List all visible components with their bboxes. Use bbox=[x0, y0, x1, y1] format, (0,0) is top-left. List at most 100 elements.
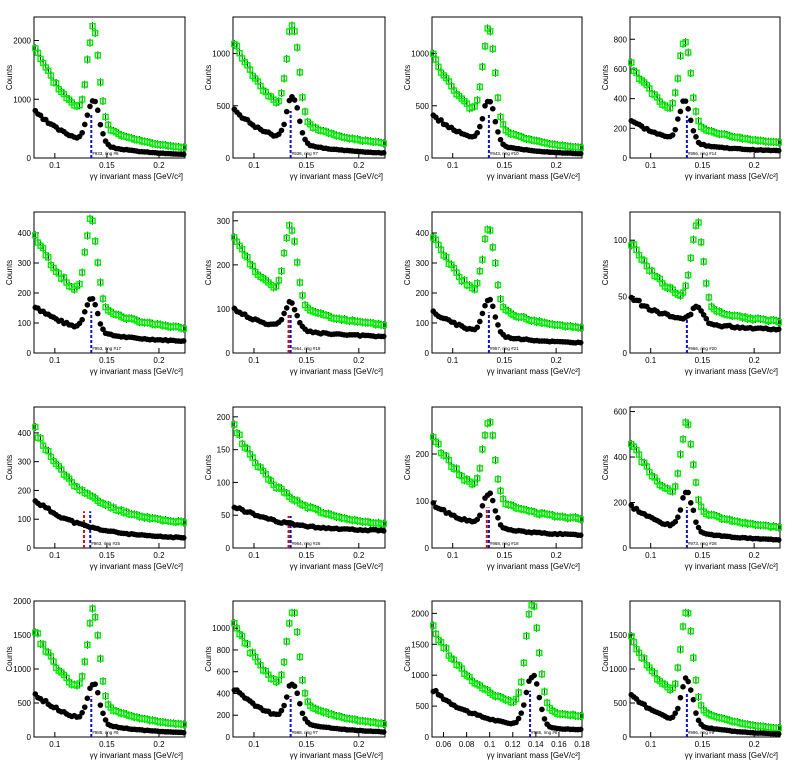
black-point bbox=[430, 500, 437, 506]
green-point bbox=[628, 59, 635, 66]
x-tick-label: 0.16 bbox=[551, 740, 567, 749]
y-tick-label: 2000 bbox=[13, 597, 31, 606]
annotation-label: #954, ring #19 bbox=[292, 346, 321, 351]
green-point bbox=[32, 232, 39, 239]
x-tick-label: 0.1 bbox=[248, 551, 260, 560]
black-point bbox=[536, 694, 543, 701]
green-point bbox=[244, 640, 251, 648]
y-tick-label: 400 bbox=[416, 229, 430, 238]
black-point bbox=[531, 672, 537, 679]
plot-frame bbox=[629, 406, 781, 549]
black-point bbox=[479, 503, 486, 509]
black-point bbox=[81, 704, 88, 710]
green-point bbox=[380, 321, 387, 329]
green-point bbox=[672, 89, 679, 96]
y-tick-label: 100 bbox=[614, 236, 628, 245]
green-point bbox=[687, 627, 694, 635]
green-point bbox=[695, 693, 702, 701]
green-point bbox=[695, 117, 702, 125]
black-point bbox=[477, 512, 483, 519]
black-point bbox=[685, 106, 691, 112]
black-point bbox=[281, 702, 287, 709]
green-point bbox=[651, 670, 658, 677]
y-tick-label: 200 bbox=[217, 261, 231, 270]
green-point bbox=[238, 632, 246, 640]
x-tick-label: 0.15 bbox=[299, 551, 315, 560]
y-axis-label: Counts bbox=[403, 260, 412, 285]
black-point bbox=[682, 98, 689, 104]
black-point bbox=[680, 684, 686, 690]
y-axis-label: Counts bbox=[601, 65, 610, 90]
black-point bbox=[380, 729, 387, 735]
panel-2: 0 500 1000 0.1 0.15 0.2 γγ invariant mass [GeV… bbox=[204, 16, 387, 181]
green-point bbox=[291, 28, 298, 35]
x-tick-label: 0.2 bbox=[551, 356, 563, 365]
black-point bbox=[100, 131, 106, 137]
black-point bbox=[102, 717, 109, 723]
black-point bbox=[497, 136, 504, 143]
y-tick-label: 0 bbox=[425, 733, 430, 742]
y-tick-label: 1000 bbox=[13, 95, 31, 104]
x-tick-label: 0.15 bbox=[695, 161, 711, 170]
annotation-label: #957, ring #21 bbox=[490, 346, 519, 351]
green-point bbox=[672, 680, 679, 688]
green-point bbox=[443, 644, 450, 652]
green-point bbox=[486, 28, 494, 35]
black-point bbox=[97, 321, 104, 327]
y-tick-label: 500 bbox=[614, 699, 628, 708]
panel-9: 0 100 200 300 400 0.1 0.15 0.2 γγ invariant mass… bbox=[5, 406, 187, 571]
black-point bbox=[79, 316, 85, 323]
green-point bbox=[533, 624, 540, 632]
black-point bbox=[539, 706, 545, 713]
green-point bbox=[296, 653, 304, 661]
x-tick-label: 0.15 bbox=[99, 356, 115, 365]
black-point bbox=[687, 687, 694, 693]
black-point bbox=[380, 150, 387, 156]
y-axis-label: Counts bbox=[403, 65, 412, 90]
black-point bbox=[690, 127, 697, 134]
y-tick-label: 100 bbox=[416, 497, 430, 506]
green-point bbox=[283, 234, 290, 242]
green-point bbox=[497, 487, 504, 494]
y-tick-label: 200 bbox=[614, 499, 628, 508]
y-tick-label: 0 bbox=[226, 349, 231, 358]
black-point bbox=[474, 516, 481, 523]
green-point bbox=[481, 432, 489, 439]
green-point bbox=[299, 677, 306, 684]
y-tick-label: 2000 bbox=[13, 37, 31, 46]
black-point bbox=[281, 310, 287, 317]
black-point bbox=[489, 105, 496, 112]
green-point bbox=[39, 244, 47, 252]
green-point bbox=[497, 295, 504, 303]
green-point bbox=[684, 49, 692, 56]
panel-11: 0 100 200 0.1 0.15 0.2 γγ invariant mass [GeV/… bbox=[403, 406, 584, 571]
green-point bbox=[301, 690, 309, 697]
y-axis-label: Counts bbox=[601, 260, 610, 285]
black-point bbox=[92, 98, 98, 105]
green-point bbox=[89, 217, 96, 224]
y-tick-label: 1500 bbox=[411, 640, 429, 649]
green-point bbox=[97, 279, 104, 286]
y-tick-label: 0 bbox=[27, 154, 32, 163]
green-point bbox=[474, 279, 481, 287]
green-point bbox=[280, 75, 288, 82]
green-point bbox=[99, 678, 107, 685]
y-axis-label: Counts bbox=[204, 65, 213, 90]
black-point bbox=[180, 535, 187, 541]
black-point bbox=[84, 695, 91, 702]
panel-4: 0 200 400 600 800 0.1 0.15 0.2 γγ invariant mass… bbox=[601, 16, 782, 181]
green-point bbox=[34, 630, 42, 637]
green-point bbox=[81, 658, 88, 665]
green-point bbox=[672, 483, 679, 490]
y-tick-label: 0 bbox=[623, 349, 628, 358]
green-point bbox=[180, 325, 187, 332]
black-point bbox=[672, 710, 679, 716]
black-point bbox=[291, 306, 298, 313]
plot-frame bbox=[33, 406, 186, 549]
green-point bbox=[492, 259, 499, 267]
green-point bbox=[81, 81, 88, 88]
black-point bbox=[289, 300, 295, 306]
green-point bbox=[471, 103, 478, 110]
green-point bbox=[291, 609, 298, 617]
green-point bbox=[99, 97, 107, 105]
